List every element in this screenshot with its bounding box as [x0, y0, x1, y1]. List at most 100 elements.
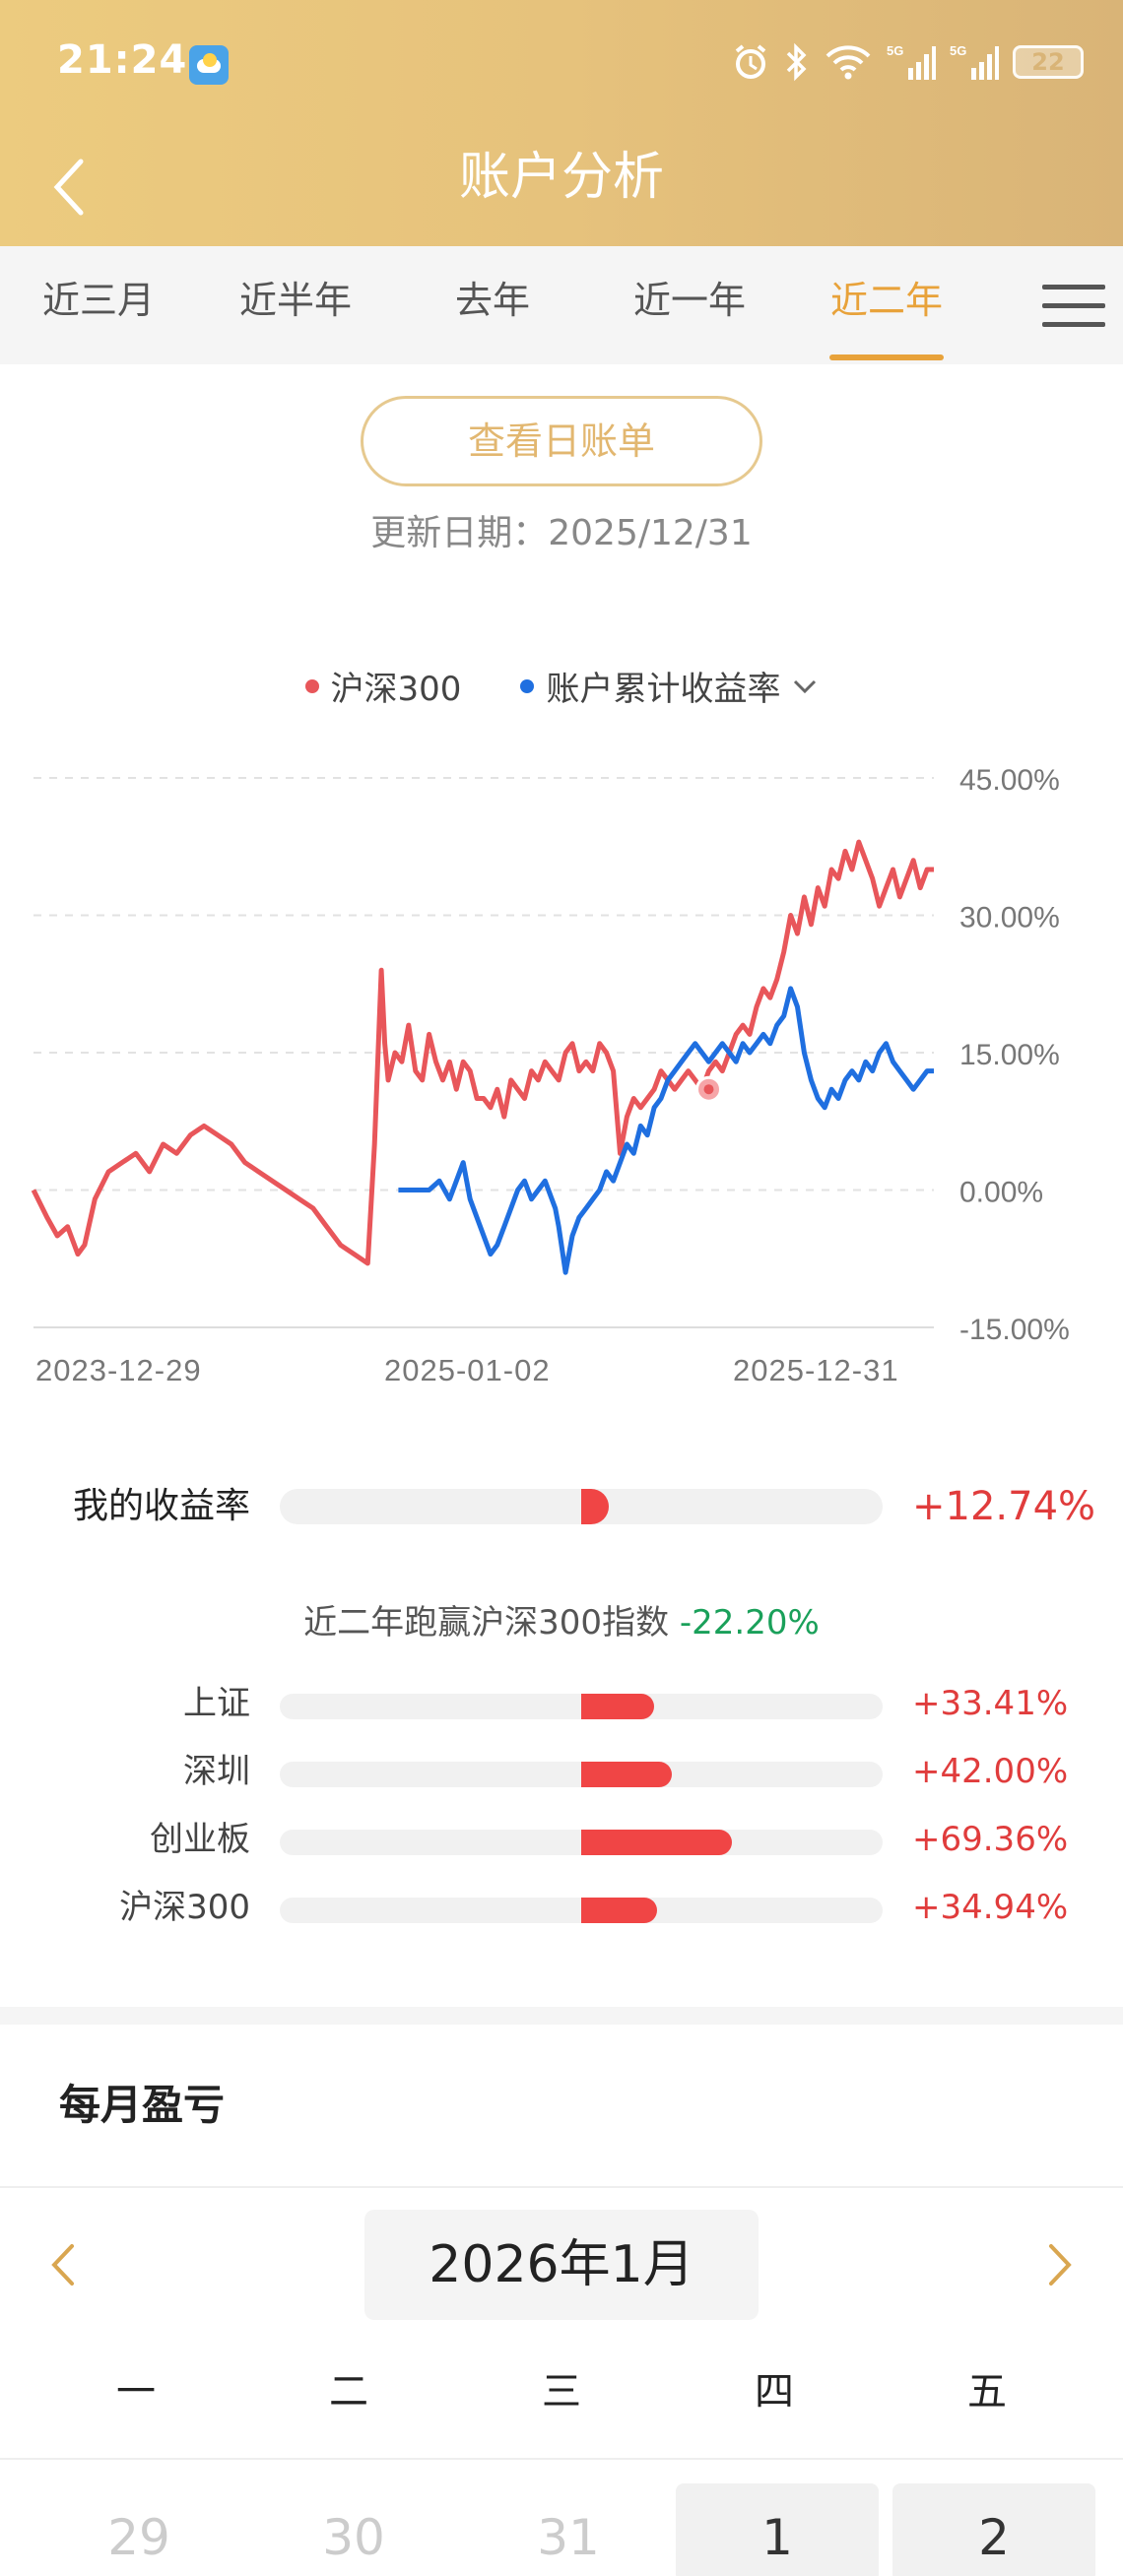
legend-account-label: 账户累计收益率 — [546, 670, 781, 709]
weather-icon — [189, 45, 229, 85]
return-chart[interactable]: 45.00% 30.00% 15.00% 0.00% -15.00% 2023-12-2… — [0, 748, 1123, 1398]
chart-legend: 沪深300 账户累计收益率 — [0, 662, 1123, 710]
svg-text:5G: 5G — [887, 43, 903, 58]
index-row: 深圳 +42.00% — [0, 1742, 1123, 1801]
index-row: 上证 +33.41% — [0, 1674, 1123, 1733]
prev-month-button[interactable] — [33, 2235, 93, 2294]
calendar-day[interactable]: 2 — [892, 2483, 1095, 2576]
alarm-icon — [735, 44, 766, 79]
back-button[interactable] — [39, 148, 99, 226]
status-bar: 21:24 5G 5G 22 — [0, 0, 1123, 128]
menu-icon-line — [1042, 284, 1105, 290]
wifi-icon — [826, 45, 871, 80]
legend-index-dot — [304, 678, 319, 693]
marker-point-core — [703, 1084, 714, 1095]
index-label: 沪深300 — [119, 1888, 250, 1927]
weekday-header: 一 二 三 四 五 — [0, 2357, 1123, 2426]
app-header: 21:24 5G 5G 22 账户分析 — [0, 0, 1123, 246]
signal-5g-icon-2: 5G — [950, 43, 999, 80]
legend-account[interactable]: 账户累计收益率 — [520, 662, 818, 710]
calendar-day[interactable]: 30 — [322, 2509, 385, 2566]
series-line-account — [398, 986, 934, 1275]
legend-index[interactable]: 沪深300 — [304, 662, 462, 710]
menu-icon-line — [1042, 321, 1105, 327]
month-navigator: 2026年1月 — [0, 2210, 1123, 2320]
calendar-day[interactable]: 31 — [537, 2509, 600, 2566]
menu-button[interactable] — [1042, 274, 1105, 337]
tab-last-year[interactable]: 去年 — [454, 279, 530, 322]
beat-index-text: 近二年跑赢沪深300指数 -22.20% — [0, 1595, 1123, 1643]
view-daily-bill-button[interactable]: 查看日账单 — [361, 396, 762, 486]
tab-6-months[interactable]: 近半年 — [238, 279, 352, 322]
tab-2-years[interactable]: 近二年 — [788, 246, 985, 364]
signal-5g-icon: 5G — [887, 43, 936, 80]
svg-text:5G: 5G — [950, 43, 966, 58]
weekday-label: 二 — [329, 2369, 368, 2415]
index-track — [280, 1898, 883, 1923]
chevron-left-icon — [53, 159, 84, 216]
beat-value: -22.20% — [679, 1603, 820, 1642]
weekday-label: 五 — [967, 2369, 1007, 2415]
calendar-day[interactable]: 1 — [676, 2483, 879, 2576]
battery-level: 22 — [1031, 48, 1065, 76]
my-return-value: +12.74% — [912, 1484, 1096, 1529]
beat-label: 近二年跑赢沪深300指数 — [303, 1603, 670, 1642]
menu-icon-line — [1042, 302, 1105, 308]
index-track — [280, 1694, 883, 1719]
month-label[interactable]: 2026年1月 — [364, 2210, 759, 2320]
x-tick-label: 2025-12-31 — [733, 1353, 899, 1387]
weekday-label: 一 — [116, 2369, 156, 2415]
index-value: +34.94% — [912, 1888, 1069, 1927]
monthly-title: 每月盈亏 — [59, 2081, 226, 2129]
divider — [0, 2186, 1123, 2188]
battery-icon: 22 — [1013, 45, 1084, 79]
index-fill — [581, 1898, 657, 1923]
index-fill — [581, 1694, 654, 1719]
period-tabs: 近三月 近半年 去年 近一年 近二年 — [0, 246, 1123, 364]
index-label: 深圳 — [183, 1752, 250, 1791]
y-tick-label: 0.00% — [959, 1177, 1043, 1209]
index-track — [280, 1762, 883, 1787]
series-line-index — [31, 839, 934, 1266]
divider — [0, 2458, 1123, 2460]
my-return-track — [280, 1489, 883, 1524]
my-return-row: 我的收益率 +12.74% — [0, 1477, 1123, 1536]
next-month-button[interactable] — [1030, 2235, 1090, 2294]
index-value: +33.41% — [912, 1684, 1069, 1723]
legend-account-dot — [520, 678, 535, 693]
legend-index-label: 沪深300 — [330, 670, 462, 709]
chevron-left-icon — [51, 2244, 74, 2286]
tab-3-months[interactable]: 近三月 — [41, 279, 155, 322]
update-date: 更新日期：2025/12/31 — [370, 513, 753, 553]
index-row: 沪深300 +34.94% — [0, 1878, 1123, 1937]
calendar-day[interactable]: 29 — [107, 2509, 170, 2566]
y-tick-label: 15.00% — [959, 1039, 1060, 1071]
y-tick-label: -15.00% — [959, 1314, 1070, 1346]
weekday-label: 四 — [755, 2369, 794, 2415]
status-time: 21:24 — [57, 37, 188, 83]
index-label: 上证 — [183, 1684, 250, 1723]
x-tick-label: 2025-01-02 — [384, 1353, 551, 1387]
index-track — [280, 1830, 883, 1855]
index-row: 创业板 +69.36% — [0, 1810, 1123, 1869]
x-tick-label: 2023-12-29 — [35, 1353, 202, 1387]
y-tick-label: 45.00% — [959, 764, 1060, 797]
tab-1-year[interactable]: 近一年 — [632, 279, 746, 322]
weekday-label: 三 — [542, 2369, 581, 2415]
my-return-label: 我的收益率 — [72, 1486, 250, 1526]
index-value: +69.36% — [912, 1820, 1069, 1859]
my-return-fill — [581, 1489, 610, 1524]
index-value: +42.00% — [912, 1752, 1069, 1791]
index-label: 创业板 — [150, 1820, 250, 1859]
status-icons: 5G 5G 22 — [731, 37, 1084, 87]
page-title: 账户分析 — [458, 148, 664, 207]
chevron-down-icon — [794, 679, 817, 693]
index-fill — [581, 1762, 673, 1787]
chevron-right-icon — [1049, 2244, 1072, 2286]
nav-bar: 账户分析 — [0, 128, 1123, 246]
y-tick-label: 30.00% — [959, 902, 1060, 934]
bluetooth-icon — [786, 42, 807, 82]
calendar-week-row: 29 30 31 1 2 — [0, 2483, 1123, 2576]
index-fill — [581, 1830, 732, 1855]
section-divider — [0, 2007, 1123, 2025]
